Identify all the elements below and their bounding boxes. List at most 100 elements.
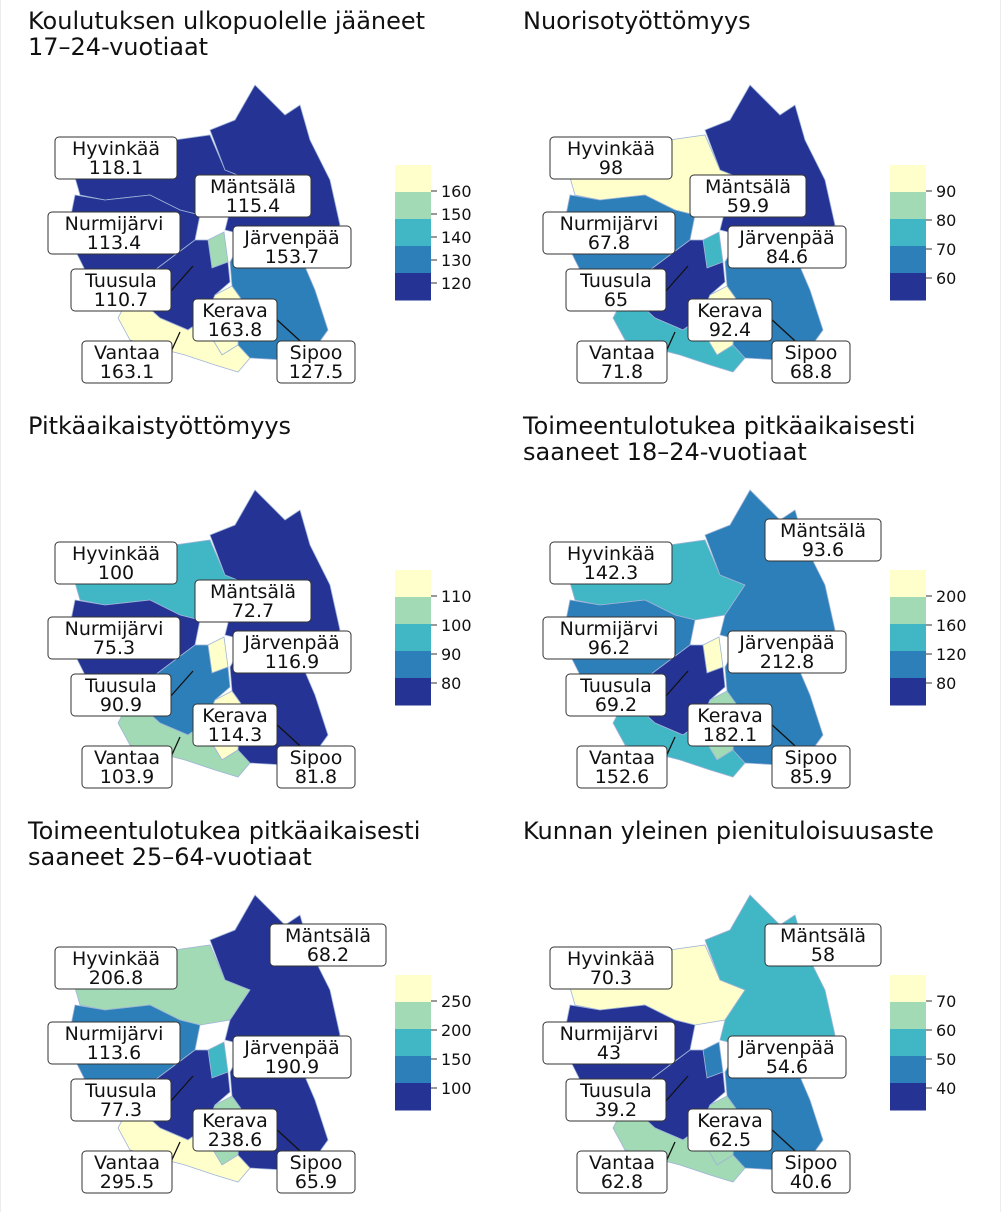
region-value: 142.3 — [584, 562, 638, 584]
color-legend: 70 60 50 40 — [890, 975, 956, 1111]
label-box — [771, 745, 851, 789]
region-name: Mäntsälä — [210, 581, 296, 603]
label-box — [81, 340, 173, 384]
region-name: Sipoo — [785, 1152, 838, 1174]
region-name: Järvenpää — [243, 632, 339, 654]
region-value: 77.3 — [100, 1099, 142, 1121]
legend-tick-label: 140 — [441, 228, 472, 247]
label-box — [727, 1035, 847, 1079]
region-value: 40.6 — [790, 1171, 832, 1193]
region-value: 115.4 — [226, 195, 280, 217]
region-value: 116.9 — [265, 651, 319, 673]
legend-swatch — [395, 678, 431, 706]
legend-swatch — [890, 597, 926, 625]
label-box — [47, 211, 181, 255]
legend-swatch — [890, 1056, 926, 1084]
legend-swatch — [395, 1056, 431, 1084]
legend-swatch — [395, 273, 431, 301]
legend-swatch — [890, 273, 926, 301]
region-value: 67.8 — [588, 232, 630, 254]
region-value: 75.3 — [93, 637, 135, 659]
region-value: 54.6 — [766, 1056, 808, 1078]
region-value: 85.9 — [790, 766, 832, 788]
label-box — [771, 340, 851, 384]
legend-swatch — [890, 1029, 926, 1057]
label-box — [70, 673, 172, 717]
label-box — [232, 630, 352, 674]
label-box — [549, 946, 673, 990]
region-name: Järvenpää — [243, 1037, 339, 1059]
label-box — [70, 1078, 172, 1122]
legend-swatch — [395, 651, 431, 679]
map-panel-1: Koulutuksen ulkopuolelle jääneet 17–24-v… — [10, 0, 500, 400]
region-value: 93.6 — [802, 539, 844, 561]
legend-tick-label: 70 — [936, 240, 956, 259]
legend-tick-label: 150 — [441, 205, 472, 224]
legend-swatch — [890, 651, 926, 679]
legend-swatch — [395, 624, 431, 652]
region-value: 65 — [604, 289, 628, 311]
region-name: Sipoo — [290, 342, 343, 364]
legend-swatch — [395, 597, 431, 625]
label-box — [764, 518, 882, 562]
region-value: 69.2 — [595, 694, 637, 716]
region-name: Mäntsälä — [705, 176, 791, 198]
label-box — [47, 1021, 181, 1065]
label-box — [771, 1150, 851, 1194]
region-name: Hyvinkää — [72, 138, 160, 160]
region-name: Hyvinkää — [567, 543, 655, 565]
label-box — [687, 703, 773, 747]
region-value: 103.9 — [100, 766, 154, 788]
label-box — [542, 616, 676, 660]
legend-swatch — [890, 624, 926, 652]
region-name: Nurmijärvi — [65, 213, 164, 235]
legend-tick-label: 90 — [441, 645, 461, 664]
leader-line — [664, 265, 689, 293]
region-value: 43 — [597, 1042, 621, 1064]
region-name: Sipoo — [785, 342, 838, 364]
region-name: Hyvinkää — [567, 138, 655, 160]
color-legend: 160 150 140 130 120 — [395, 165, 472, 301]
panel-title: Kunnan yleinen pienituloisuusaste — [523, 817, 934, 845]
legend-tick-label: 150 — [441, 1050, 472, 1069]
legend-tick-label: 130 — [441, 251, 472, 270]
region-value: 182.1 — [703, 724, 757, 746]
label-box — [689, 174, 807, 218]
region-name: Tuusula — [579, 270, 652, 292]
region-value: 81.8 — [295, 766, 337, 788]
region-value: 96.2 — [588, 637, 630, 659]
panel-title: Toimeentulotukea pitkäaikaisesti saaneet… — [28, 817, 421, 871]
label-box — [687, 298, 773, 342]
region-name: Kerava — [697, 300, 763, 322]
region-name: Mäntsälä — [210, 176, 296, 198]
leader-line — [169, 670, 194, 698]
legend-tick-label: 200 — [936, 587, 967, 606]
legend-swatch — [890, 1002, 926, 1030]
region-name: Kerava — [697, 1110, 763, 1132]
legend-tick-label: 60 — [936, 1021, 956, 1040]
label-box — [565, 268, 667, 312]
label-box — [70, 268, 172, 312]
color-legend: 200 160 120 80 — [890, 570, 967, 706]
label-box — [565, 673, 667, 717]
label-box — [276, 1150, 356, 1194]
region-name: Vantaa — [589, 1152, 655, 1174]
legend-tick-label: 200 — [441, 1021, 472, 1040]
label-box — [81, 1150, 173, 1194]
legend-swatch — [395, 1002, 431, 1030]
